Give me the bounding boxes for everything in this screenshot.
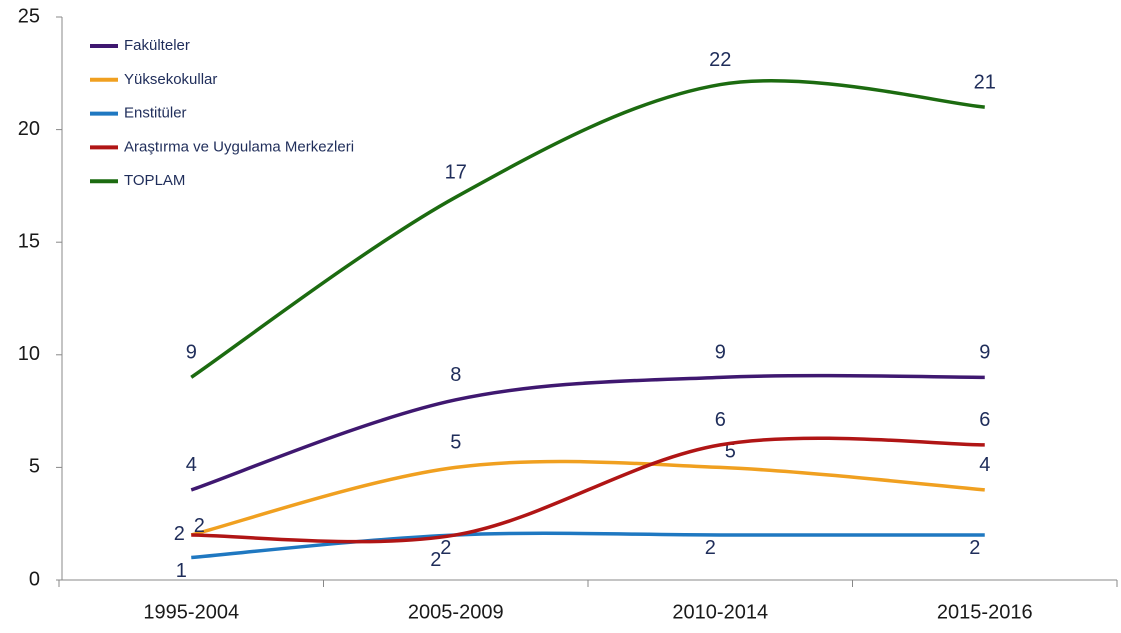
data-label: 9 <box>186 342 197 364</box>
data-label: 6 <box>979 409 990 431</box>
x-tick-label: 2005-2009 <box>408 601 504 623</box>
legend-label: Araştırma ve Uygulama Merkezleri <box>124 138 354 155</box>
legend-label: Yüksekokullar <box>124 71 217 88</box>
x-tick-label: 2010-2014 <box>672 601 768 623</box>
data-label: 17 <box>445 161 467 183</box>
data-label: 2 <box>969 537 980 559</box>
y-tick-label: 10 <box>18 343 40 365</box>
series-line <box>190 373 985 492</box>
y-tick-label: 0 <box>29 568 40 590</box>
data-label: 1 <box>176 560 187 582</box>
y-tick-label: 5 <box>29 456 40 478</box>
data-label: 21 <box>974 71 996 93</box>
data-label: 2 <box>194 515 205 537</box>
data-label: 2 <box>430 549 441 571</box>
y-tick-label: 25 <box>18 5 40 27</box>
data-label: 2 <box>440 537 451 559</box>
legend-label: Fakülteler <box>124 37 190 54</box>
legend-label: Enstitüler <box>124 105 187 122</box>
series-line <box>190 459 985 537</box>
data-label: 4 <box>186 454 197 476</box>
y-tick-label: 15 <box>18 230 40 252</box>
data-label: 9 <box>979 342 990 364</box>
legend-label: TOPLAM <box>124 172 185 189</box>
data-label: 5 <box>450 432 461 454</box>
data-label: 2 <box>705 537 716 559</box>
data-label: 22 <box>709 49 731 71</box>
data-label: 5 <box>725 441 736 463</box>
data-label: 8 <box>450 364 461 386</box>
data-label: 4 <box>979 454 990 476</box>
x-tick-label: 1995-2004 <box>143 601 239 623</box>
series-line <box>190 78 985 379</box>
data-label: 2 <box>174 523 185 545</box>
x-tick-label: 2015-2016 <box>937 601 1033 623</box>
series-line <box>191 436 985 544</box>
data-label: 6 <box>715 409 726 431</box>
y-tick-label: 20 <box>18 118 40 140</box>
data-label: 9 <box>715 342 726 364</box>
series-line <box>191 531 985 560</box>
